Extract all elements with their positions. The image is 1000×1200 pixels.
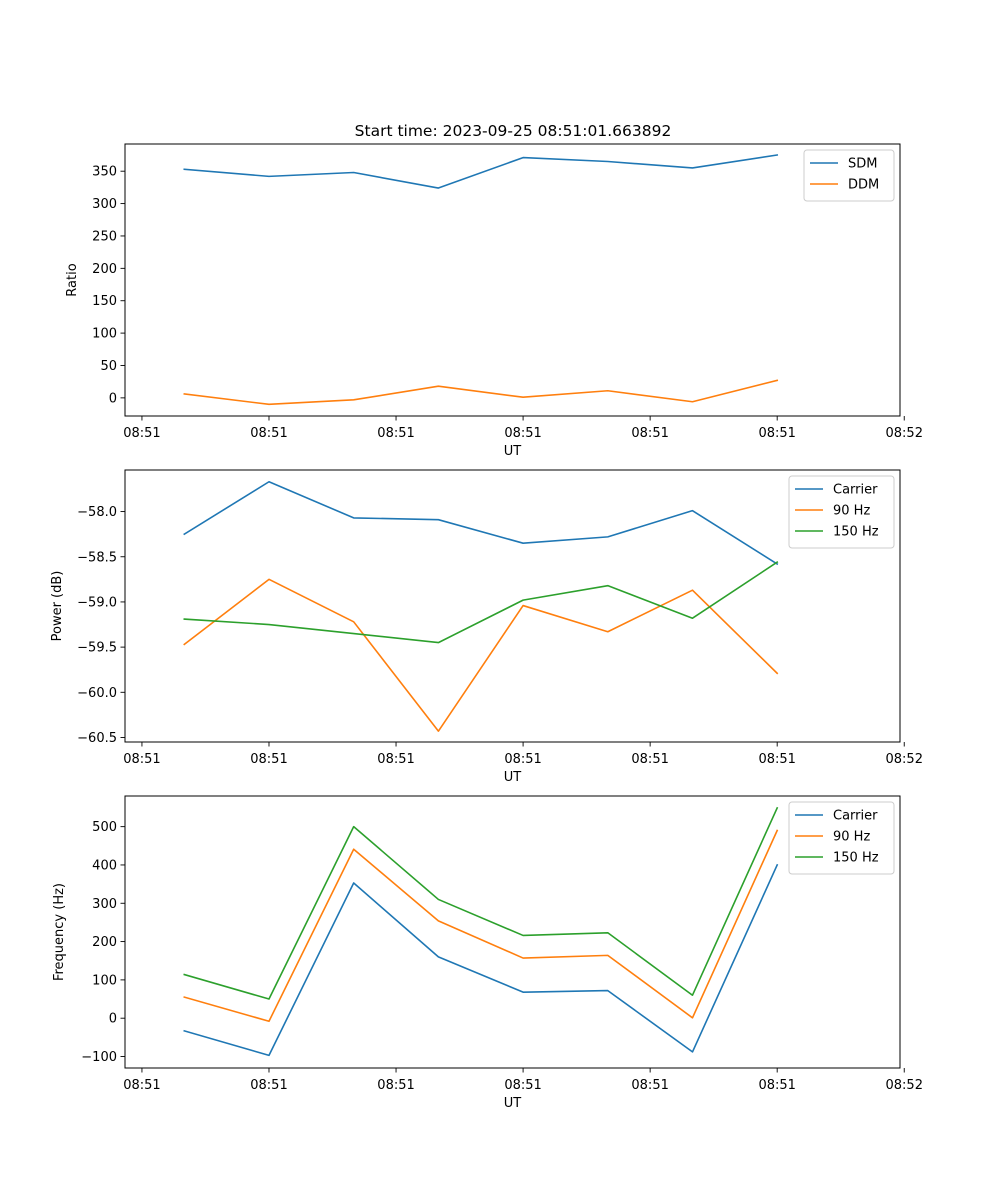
x-tick-label: 08:51 [631,426,668,441]
x-axis-label: UT [504,1096,522,1111]
legend-label: Carrier [833,809,878,824]
legend-label: 90 Hz [833,504,870,519]
x-axis-label: UT [504,444,522,459]
series-line-carrier [183,480,779,566]
y-tick-label: 250 [92,229,117,244]
y-tick-label: 200 [92,262,117,277]
y-axis-label: Ratio [65,263,80,296]
y-tick-label: −60.5 [77,731,117,746]
x-tick-label: 08:52 [886,752,923,767]
x-tick-label: 08:51 [377,1078,414,1093]
chart-title: Start time: 2023-09-25 08:51:01.663892 [355,122,672,140]
legend-label: DDM [848,178,879,193]
subplot-2: 08:51 08:51 08:51 08:51 08:51 08:51 08:52 −60.5… [50,469,923,785]
x-tick-label: 08:51 [377,752,414,767]
y-tick-label: −58.0 [77,505,117,520]
y-tick-label: −59.0 [77,595,117,610]
series-line-150-hz [183,806,779,1000]
y-tick-label: 300 [92,197,117,212]
x-tick-label: 08:51 [631,752,668,767]
y-tick-label: 150 [92,294,117,309]
legend: Carrier 90 Hz 150 Hz [788,801,895,875]
x-axis-label: UT [504,770,522,785]
y-tick-label: 300 [92,897,117,912]
series-line-90-hz [183,578,779,732]
series-line-sdm [183,154,779,189]
series-line-carrier [183,863,779,1057]
x-tick-label: 08:52 [886,1078,923,1093]
subplot-1: 08:51 08:51 08:51 08:51 08:51 08:51 08:52 0 50 10… [65,143,923,459]
subplot-3: 08:51 08:51 08:51 08:51 08:51 08:51 08:52 −100 0… [52,795,923,1111]
x-tick-label: 08:51 [123,752,160,767]
y-tick-label: 400 [92,858,117,873]
x-tick-label: 08:51 [377,426,414,441]
y-tick-label: −60.0 [77,686,117,701]
legend-box [788,801,895,875]
y-tick-label: 500 [92,820,117,835]
x-tick-label: 08:51 [504,426,541,441]
x-tick-label: 08:51 [504,752,541,767]
x-tick-label: 08:51 [123,1078,160,1093]
legend: Carrier 90 Hz 150 Hz [788,475,895,549]
legend-label: 90 Hz [833,830,870,845]
legend-label: 150 Hz [833,525,879,540]
x-tick-label: 08:51 [758,752,795,767]
y-tick-label: 350 [92,165,117,180]
x-tick-label: 08:51 [250,752,287,767]
x-tick-label: 08:51 [631,1078,668,1093]
x-tick-label: 08:51 [758,426,795,441]
y-axis-label: Frequency (Hz) [52,883,67,981]
subplots: 08:51 08:51 08:51 08:51 08:51 08:51 08:52 0 50 10… [50,143,923,1111]
y-tick-label: 200 [92,935,117,950]
legend-label: 150 Hz [833,851,879,866]
legend-box [788,475,895,549]
y-tick-label: 0 [109,1012,117,1027]
y-tick-label: 100 [92,973,117,988]
x-tick-label: 08:51 [250,1078,287,1093]
axes-frame [124,143,901,417]
legend: SDM DDM [803,149,895,202]
series-line-150-hz [183,561,779,644]
series-line-90-hz [183,829,779,1023]
x-tick-label: 08:51 [504,1078,541,1093]
y-tick-label: −58.5 [77,550,117,565]
y-tick-label: −59.5 [77,641,117,656]
y-tick-label: 50 [100,359,117,374]
legend-label: Carrier [833,483,878,498]
y-tick-label: 0 [109,391,117,406]
series-line-ddm [183,379,779,406]
axes-frame [124,795,901,1069]
x-tick-label: 08:51 [250,426,287,441]
x-tick-label: 08:52 [886,426,923,441]
axes-frame [124,469,901,743]
x-tick-label: 08:51 [123,426,160,441]
x-tick-label: 08:51 [758,1078,795,1093]
y-axis-label: Power (dB) [50,571,65,642]
y-tick-label: 100 [92,327,117,342]
legend-label: SDM [848,157,877,172]
y-tick-label: −100 [81,1050,117,1065]
